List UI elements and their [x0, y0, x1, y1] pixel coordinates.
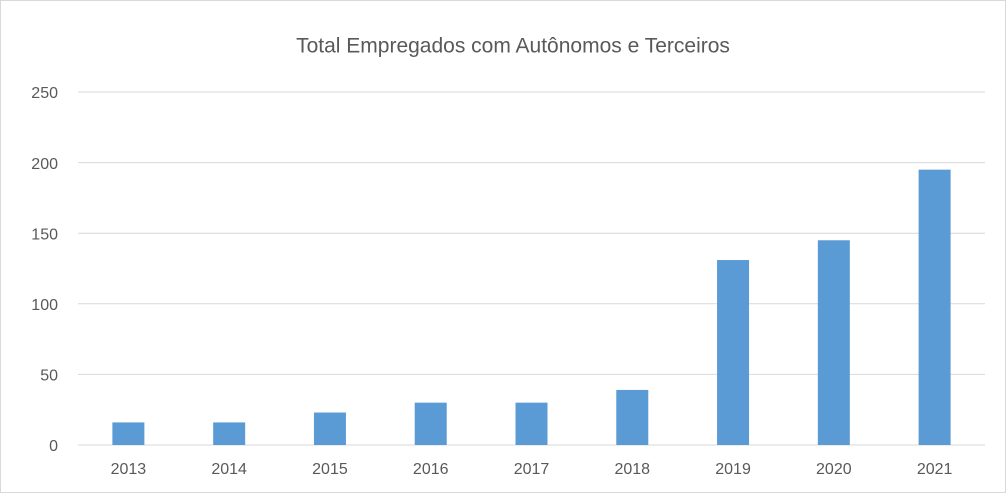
- chart-title: Total Empregados com Autônomos e Terceir…: [296, 35, 730, 58]
- x-tick-label: 2018: [614, 461, 650, 478]
- bar: [112, 422, 145, 445]
- y-tick-label: 100: [31, 297, 58, 314]
- y-tick-label: 250: [31, 85, 58, 102]
- x-tick-label: 2017: [514, 461, 550, 478]
- x-tick-label: 2016: [413, 461, 449, 478]
- x-tick-label: 2020: [816, 461, 852, 478]
- y-tick-label: 200: [31, 156, 58, 173]
- bar: [616, 389, 649, 445]
- y-tick-label: 150: [31, 226, 58, 243]
- y-tick-label: 0: [49, 438, 58, 455]
- x-tick-label: 2013: [111, 461, 147, 478]
- x-tick-label: 2021: [917, 461, 953, 478]
- bar: [313, 412, 346, 445]
- bar: [515, 402, 548, 445]
- bar: [213, 422, 246, 445]
- x-tick-label: 2019: [715, 461, 751, 478]
- bar: [918, 169, 951, 445]
- bar: [414, 402, 447, 445]
- x-tick-label: 2014: [211, 461, 247, 478]
- x-tick-label: 2015: [312, 461, 348, 478]
- y-tick-label: 50: [40, 368, 58, 385]
- bar: [717, 260, 750, 445]
- bar: [817, 240, 850, 445]
